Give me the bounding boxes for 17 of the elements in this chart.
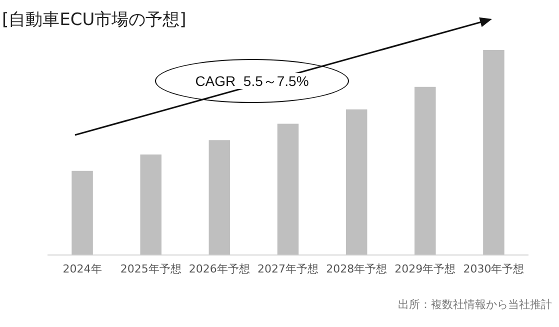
- bar: [140, 154, 162, 255]
- bar: [346, 109, 368, 255]
- bar: [208, 140, 230, 255]
- chart-title: [自動車ECU市場の予想]: [2, 9, 186, 31]
- bar: [72, 170, 93, 255]
- x-tick-label: 2027年予想: [258, 262, 318, 276]
- x-tick-label: 2029年予想: [394, 262, 456, 276]
- bar: [414, 86, 436, 255]
- x-tick-label: 2026年予想: [188, 262, 250, 276]
- bar: [277, 124, 299, 255]
- annotation: CAGR 5.5～7.5%: [192, 73, 312, 89]
- x-tick-label: 2030年予想: [463, 262, 524, 276]
- text: 出所：複数社情報から当社推計: [398, 297, 552, 312]
- bar: [483, 50, 504, 255]
- x-tick-label: 2025年予想: [120, 262, 182, 276]
- x-tick-label: 2028年予想: [326, 262, 388, 276]
- x-tick-label: 2024年: [62, 262, 102, 276]
